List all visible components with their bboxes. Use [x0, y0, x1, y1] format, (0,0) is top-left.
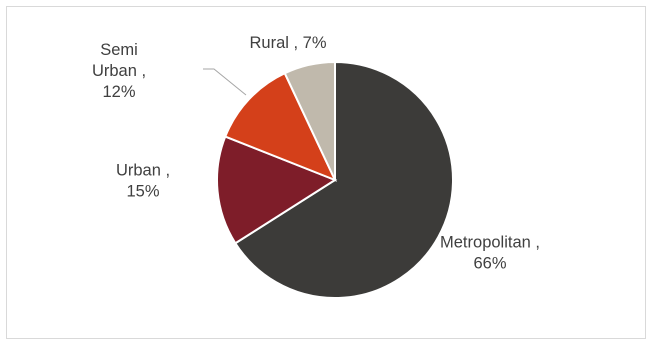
pie-slice-rural: [283, 60, 336, 181]
data-label-rural: Rural , 7%: [249, 34, 326, 52]
pie-slice-semi-urban: [223, 71, 337, 182]
data-label-urban: Urban , 15%: [116, 162, 170, 201]
pie-slice-urban: [216, 135, 338, 245]
data-label-semi-urban: Semi Urban , 12%: [92, 41, 146, 101]
data-label-metropolitan: Metropolitan , 66%: [440, 234, 540, 273]
pie-slice-metropolitan: [233, 60, 454, 299]
leader-line-semi-urban: [203, 68, 247, 96]
